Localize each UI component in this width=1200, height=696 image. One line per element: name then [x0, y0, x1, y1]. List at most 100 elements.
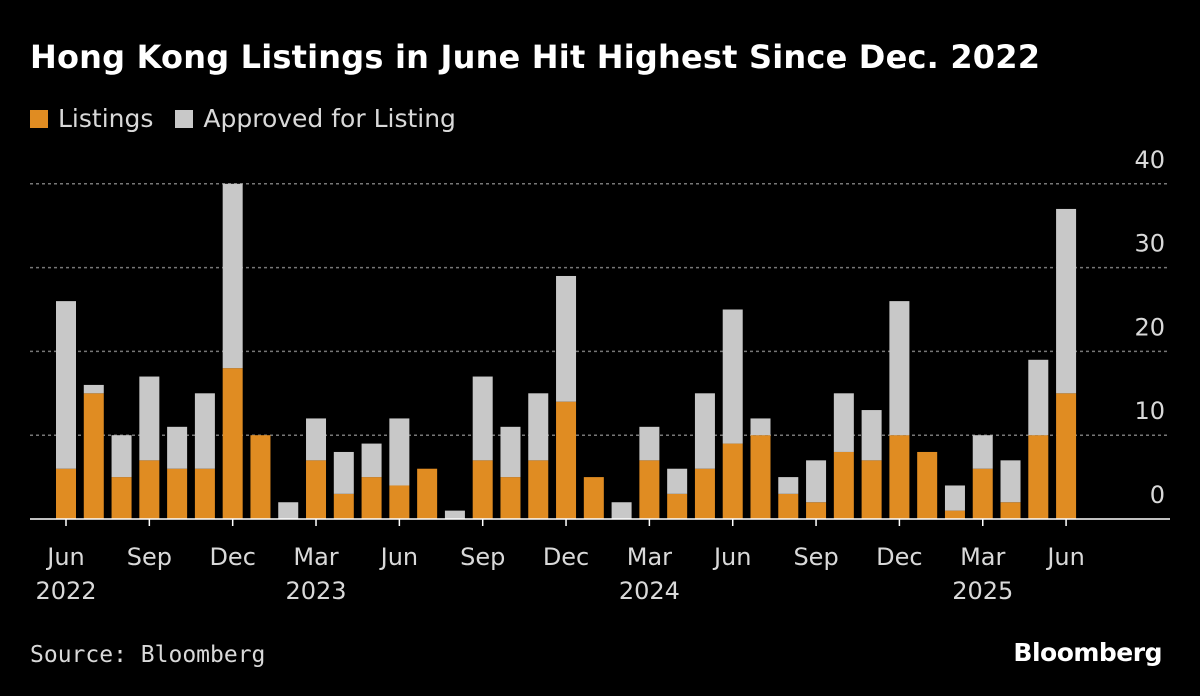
- bar-approved: [667, 468, 688, 494]
- bar-listings: [194, 468, 215, 519]
- source-note: Source: Bloomberg: [30, 642, 266, 668]
- bar-approved: [333, 451, 354, 494]
- bar-approved: [944, 485, 965, 511]
- bar-approved: [194, 393, 215, 469]
- bar-listings: [583, 477, 604, 519]
- bar-approved: [472, 376, 493, 461]
- x-tick-label: Dec: [876, 543, 922, 571]
- y-tick-label: 10: [1134, 397, 1165, 425]
- bar-listings: [111, 477, 132, 519]
- bar-listings: [250, 435, 271, 519]
- bar-listings: [389, 485, 410, 519]
- bar-listings: [861, 460, 882, 519]
- bar-listings: [167, 468, 188, 519]
- legend-swatch-listings: [30, 109, 48, 128]
- bar-approved: [83, 384, 104, 394]
- chart-title: Hong Kong Listings in June Hit Highest S…: [30, 38, 1041, 76]
- bar-listings: [528, 460, 549, 519]
- bar-approved: [611, 502, 632, 519]
- bar-approved: [833, 393, 854, 452]
- legend-label-listings: Listings: [58, 104, 154, 133]
- bar-listings: [694, 468, 715, 519]
- x-tick-label: Mar: [627, 543, 672, 571]
- x-tick-label: Sep: [127, 543, 172, 571]
- bar-listings: [56, 468, 76, 519]
- y-tick-label: 40: [1134, 146, 1165, 174]
- bar-approved: [111, 435, 132, 478]
- bar-listings: [889, 435, 910, 519]
- x-tick-label: Mar: [293, 543, 338, 571]
- bar-listings: [944, 510, 965, 519]
- x-tick-label: Jun: [379, 543, 419, 571]
- legend-item-listings: Listings: [30, 104, 153, 133]
- bar-listings: [833, 451, 854, 519]
- x-tick-label: Mar: [960, 543, 1005, 571]
- x-tick-year-label: 2025: [952, 577, 1013, 605]
- bar-approved: [750, 418, 771, 436]
- y-tick-label: 20: [1134, 313, 1165, 341]
- bar-approved: [361, 443, 382, 478]
- bar-listings: [806, 502, 827, 519]
- bar-approved: [1000, 460, 1021, 503]
- bar-approved: [222, 183, 243, 369]
- bar-approved: [1056, 208, 1077, 394]
- bar-listings: [472, 460, 493, 519]
- bar-listings: [1000, 502, 1021, 519]
- bar-approved: [528, 393, 549, 461]
- x-tick-year-label: 2024: [619, 577, 680, 605]
- x-tick-label: Sep: [460, 543, 505, 571]
- bar-approved: [861, 410, 882, 461]
- bar-approved: [778, 477, 799, 494]
- bar-approved: [1028, 359, 1049, 436]
- bar-listings: [83, 393, 104, 519]
- bar-approved: [889, 301, 910, 436]
- bar-listings: [222, 368, 243, 519]
- legend: Listings Approved for Listing: [30, 104, 478, 133]
- bar-listings: [1028, 435, 1049, 519]
- y-tick-label: 0: [1150, 481, 1165, 509]
- legend-item-approved: Approved for Listing: [175, 104, 456, 133]
- x-tick-label: Jun: [1045, 543, 1085, 571]
- bar-listings: [500, 477, 521, 519]
- y-tick-label: 30: [1134, 230, 1165, 258]
- bar-approved: [444, 510, 465, 519]
- bar-listings: [639, 460, 660, 519]
- x-tick-label: Jun: [712, 543, 752, 571]
- bar-listings: [556, 401, 577, 519]
- bar-listings: [306, 460, 327, 519]
- bar-listings: [667, 493, 688, 519]
- bar-listings: [917, 451, 938, 519]
- bar-approved: [556, 275, 577, 402]
- x-tick-label: Dec: [209, 543, 255, 571]
- bar-listings: [139, 460, 160, 519]
- bar-approved: [306, 418, 327, 461]
- bar-listings: [361, 477, 382, 519]
- bar-approved: [972, 435, 993, 469]
- bar-approved: [56, 301, 76, 469]
- bloomberg-logo: Bloomberg: [1013, 638, 1162, 667]
- bar-approved: [500, 426, 521, 478]
- bar-listings: [750, 435, 771, 519]
- x-tick-year-label: 2022: [35, 577, 96, 605]
- x-tick-label: Sep: [793, 543, 838, 571]
- x-tick-year-label: 2023: [285, 577, 346, 605]
- bar-listings: [972, 468, 993, 519]
- legend-label-approved: Approved for Listing: [203, 104, 456, 133]
- bar-approved: [389, 418, 410, 486]
- bar-approved: [639, 426, 660, 461]
- bar-listings: [722, 443, 743, 519]
- bar-listings: [333, 493, 354, 519]
- x-tick-label: Dec: [543, 543, 589, 571]
- bar-listings: [1056, 393, 1077, 519]
- bar-approved: [694, 393, 715, 469]
- bar-listings: [417, 468, 438, 519]
- bar-approved: [722, 309, 743, 444]
- legend-swatch-approved: [175, 109, 194, 128]
- bar-approved: [278, 502, 299, 519]
- bar-approved: [806, 460, 827, 503]
- bar-approved: [139, 376, 160, 461]
- bar-listings: [778, 493, 799, 519]
- bar-approved: [167, 426, 188, 469]
- x-tick-label: Jun: [45, 543, 85, 571]
